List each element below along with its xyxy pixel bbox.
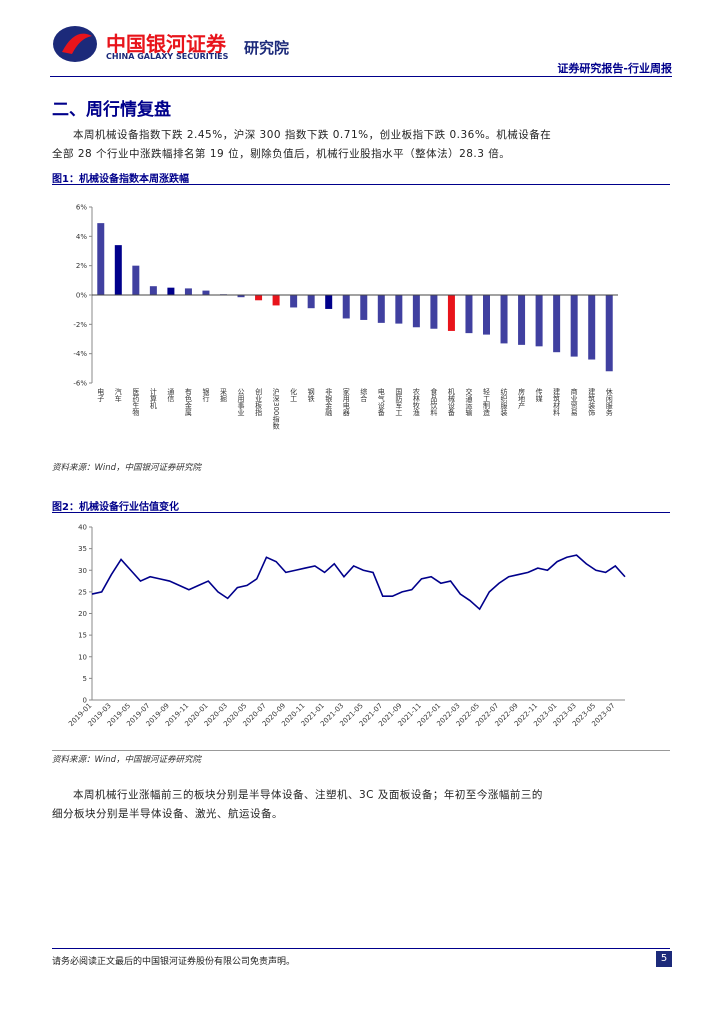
page-number: 5 xyxy=(656,951,672,967)
x-tick-label: 通信 xyxy=(167,387,175,403)
bar xyxy=(605,295,613,372)
bar xyxy=(377,295,385,323)
bar xyxy=(518,295,526,345)
figure-rule xyxy=(52,184,670,185)
bar xyxy=(430,295,438,329)
x-tick-label: 非银金融 xyxy=(325,387,333,417)
x-tick-label: 建筑材料 xyxy=(553,387,561,417)
x-tick-label: 房地产 xyxy=(518,387,526,410)
bar xyxy=(535,295,543,347)
y-tick-label: 4% xyxy=(76,233,87,241)
figure-title: 图1：机械设备指数本周涨跌幅 xyxy=(52,174,189,185)
bar xyxy=(307,295,315,309)
x-tick-label: 纺织服装 xyxy=(500,387,508,417)
y-tick-label: 20 xyxy=(78,610,87,618)
bar xyxy=(149,286,157,295)
bar xyxy=(447,295,455,331)
source-rule xyxy=(52,750,670,751)
bar xyxy=(412,295,420,328)
bar xyxy=(342,295,350,319)
paragraph: 本周机械行业涨幅前三的板块分别是半导体设备、注塑机、3C 及面板设备；年初至今涨… xyxy=(52,789,543,820)
brand: 中国银河证券 xyxy=(106,32,226,56)
figure-title: 图2：机械设备行业估值变化 xyxy=(52,502,179,513)
x-tick-label: 商业贸易 xyxy=(570,387,578,417)
y-tick-label: -6% xyxy=(73,380,87,388)
x-tick-label: 化工 xyxy=(290,387,298,402)
bar xyxy=(570,295,578,357)
bar-chart: -6% -4% -2% 0% 2% 4% 6% 电子 汽车 医药生物 计算机 通信 有色金属 银行 采掘 公用… xyxy=(73,204,618,431)
x-tick-label: 休闲服务 xyxy=(605,387,613,417)
x-tick-label: 轻工制造 xyxy=(483,387,491,417)
line-chart: 05101520253035402019-012019-032019-05201… xyxy=(67,524,626,728)
figure-source: 资料来源：Wind，中国银河证券研究院 xyxy=(52,755,202,765)
x-tick-label: 机械设备 xyxy=(447,387,455,417)
x-tick-label: 交通运输 xyxy=(465,387,473,417)
bar xyxy=(184,288,192,295)
bar xyxy=(97,223,105,295)
bar xyxy=(483,295,490,335)
bar xyxy=(114,245,122,295)
footer-rule xyxy=(52,948,670,949)
x-tick-label: 电气设备 xyxy=(377,387,385,417)
x-tick-label: 汽车 xyxy=(114,387,122,403)
bar xyxy=(553,295,561,353)
line xyxy=(91,554,626,611)
y-tick-label: 0% xyxy=(76,292,87,300)
section-title: 二、周行情复盘 xyxy=(52,100,171,120)
brand-en: CHINA GALAXY SECURITIES xyxy=(106,52,229,61)
bar xyxy=(255,295,263,301)
x-tick-label: 电子 xyxy=(97,387,105,402)
x-tick-label: 计算机 xyxy=(149,387,157,410)
x-tick-label: 有色金属 xyxy=(184,387,192,417)
x-tick-label: 钢铁 xyxy=(307,387,315,403)
y-tick-label: 5 xyxy=(83,675,87,683)
bar xyxy=(237,295,245,298)
x-tick-label: 传媒 xyxy=(535,387,543,403)
bar xyxy=(360,295,368,320)
x-tick-label: 综合 xyxy=(360,387,368,403)
institute: 研究院 xyxy=(244,39,290,57)
x-tick-label: 农林牧渔 xyxy=(412,387,420,417)
bar xyxy=(290,295,298,308)
y-tick-label: 25 xyxy=(78,588,87,596)
y-tick-label: 15 xyxy=(78,632,87,640)
x-tick-label: 国防军工 xyxy=(395,388,403,416)
logo xyxy=(53,26,97,62)
paragraph: 本周机械设备指数下跌 2.45%，沪深 300 指数下跌 0.71%，创业板指下… xyxy=(52,129,552,160)
x-tick-label: 创业板指 xyxy=(255,387,263,417)
y-tick-label: 2% xyxy=(76,262,87,270)
x-tick-label: 家用电器 xyxy=(342,387,350,417)
x-tick-label: 公用事业 xyxy=(237,388,245,416)
y-tick-label: -2% xyxy=(73,321,87,329)
bar xyxy=(202,290,210,295)
x-tick-label: 食品饮料 xyxy=(430,387,438,417)
y-tick-label: -4% xyxy=(73,350,87,358)
bar xyxy=(272,295,280,306)
header-rule xyxy=(50,76,672,77)
bar xyxy=(500,295,508,344)
bar xyxy=(167,287,175,295)
bar xyxy=(465,295,473,334)
bar xyxy=(325,295,333,309)
x-tick-label: 采掘 xyxy=(220,387,228,403)
y-tick-label: 40 xyxy=(78,524,87,532)
report-type: 证券研究报告-行业周报 xyxy=(557,62,672,75)
x-tick-label: 医药生物 xyxy=(132,388,140,417)
bar xyxy=(132,265,140,295)
figure-rule xyxy=(52,512,670,513)
y-tick-label: 10 xyxy=(78,653,87,661)
figure-source: 资料来源：Wind，中国银河证券研究院 xyxy=(52,463,202,473)
y-tick-label: 6% xyxy=(76,204,87,212)
y-tick-label: 35 xyxy=(78,545,87,553)
disclaimer: 请务必阅读正文最后的中国银河证券股份有限公司免责声明。 xyxy=(52,957,296,967)
y-tick-label: 30 xyxy=(78,567,87,575)
x-tick-label: 沪深300指数 xyxy=(272,387,280,430)
bar xyxy=(395,295,403,324)
bar xyxy=(588,295,596,360)
x-tick-label: 建筑装饰 xyxy=(588,387,596,417)
x-tick-label: 银行 xyxy=(202,387,210,403)
y-tick-label: 0 xyxy=(83,697,87,705)
